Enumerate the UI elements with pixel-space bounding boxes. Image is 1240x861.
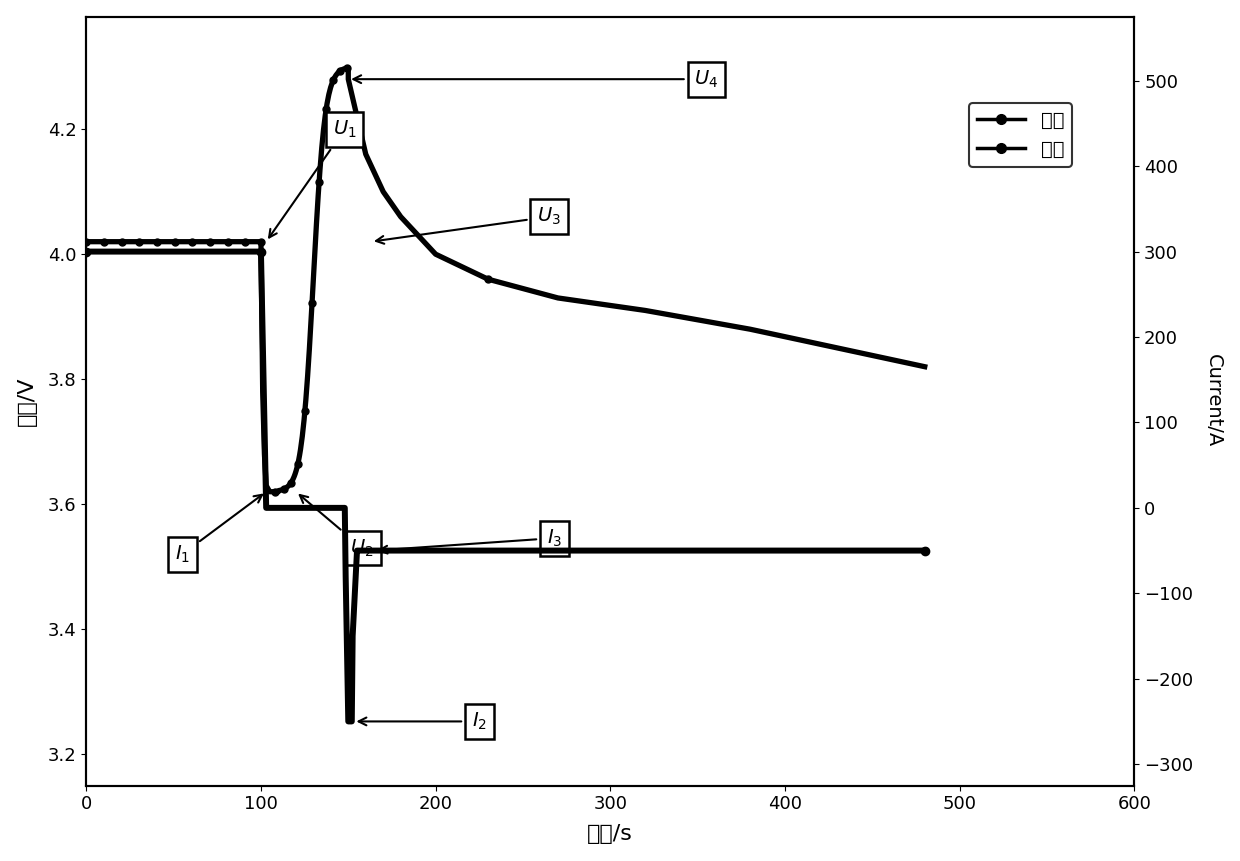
Text: $U_3$: $U_3$ xyxy=(376,206,560,244)
Y-axis label: Current/A: Current/A xyxy=(1204,355,1224,448)
X-axis label: 时间/s: 时间/s xyxy=(588,824,634,845)
Text: $I_2$: $I_2$ xyxy=(358,711,487,732)
Text: $U_2$: $U_2$ xyxy=(300,495,374,559)
Text: $I_1$: $I_1$ xyxy=(175,495,262,565)
Text: $I_3$: $I_3$ xyxy=(379,528,562,554)
Text: $U_1$: $U_1$ xyxy=(269,119,357,238)
Y-axis label: 电压/V: 电压/V xyxy=(16,376,37,426)
Text: $U_4$: $U_4$ xyxy=(353,69,718,90)
Legend: 电压, 电流: 电压, 电流 xyxy=(968,103,1073,166)
